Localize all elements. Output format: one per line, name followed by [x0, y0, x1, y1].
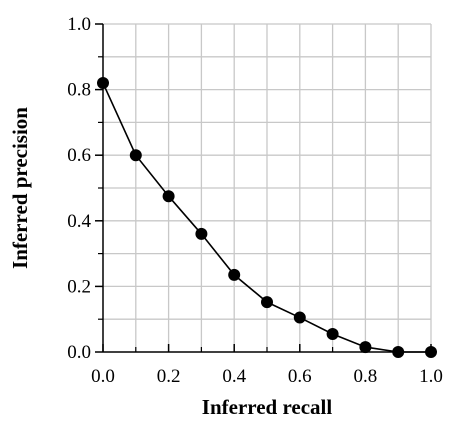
data-point [162, 190, 175, 203]
ticks: 0.0 0.2 0.4 0.6 0.8 1.0 0.0 0.2 0.4 0.6 0.8 1.0 [67, 14, 443, 387]
data-point [359, 341, 372, 354]
x-tick-label: 0.2 [157, 366, 181, 387]
x-tick-label: 0.0 [91, 366, 115, 387]
data-point [228, 268, 241, 281]
y-tick-label: 1.0 [67, 14, 91, 35]
x-tick-label: 0.4 [222, 366, 246, 387]
y-tick-label: 0.4 [67, 211, 91, 232]
data-point [392, 346, 405, 358]
x-tick-label: 1.0 [419, 366, 443, 387]
series [97, 77, 437, 358]
data-point [97, 77, 109, 90]
data-point [261, 296, 273, 309]
data-point [293, 311, 306, 324]
data-point [129, 149, 142, 162]
y-tick-label: 0.2 [67, 276, 91, 297]
data-point [425, 346, 437, 358]
grid [103, 23, 432, 352]
data-point [326, 327, 339, 340]
x-axis-title: Inferred recall [202, 395, 333, 419]
y-axis-title: Inferred precision [8, 107, 32, 269]
x-tick-label: 0.6 [288, 366, 312, 387]
y-tick-label: 0.6 [67, 145, 91, 166]
x-tick-label: 0.8 [354, 366, 378, 387]
y-tick-label: 0.8 [67, 80, 91, 101]
data-point [195, 227, 208, 240]
y-tick-label: 0.0 [67, 342, 91, 363]
